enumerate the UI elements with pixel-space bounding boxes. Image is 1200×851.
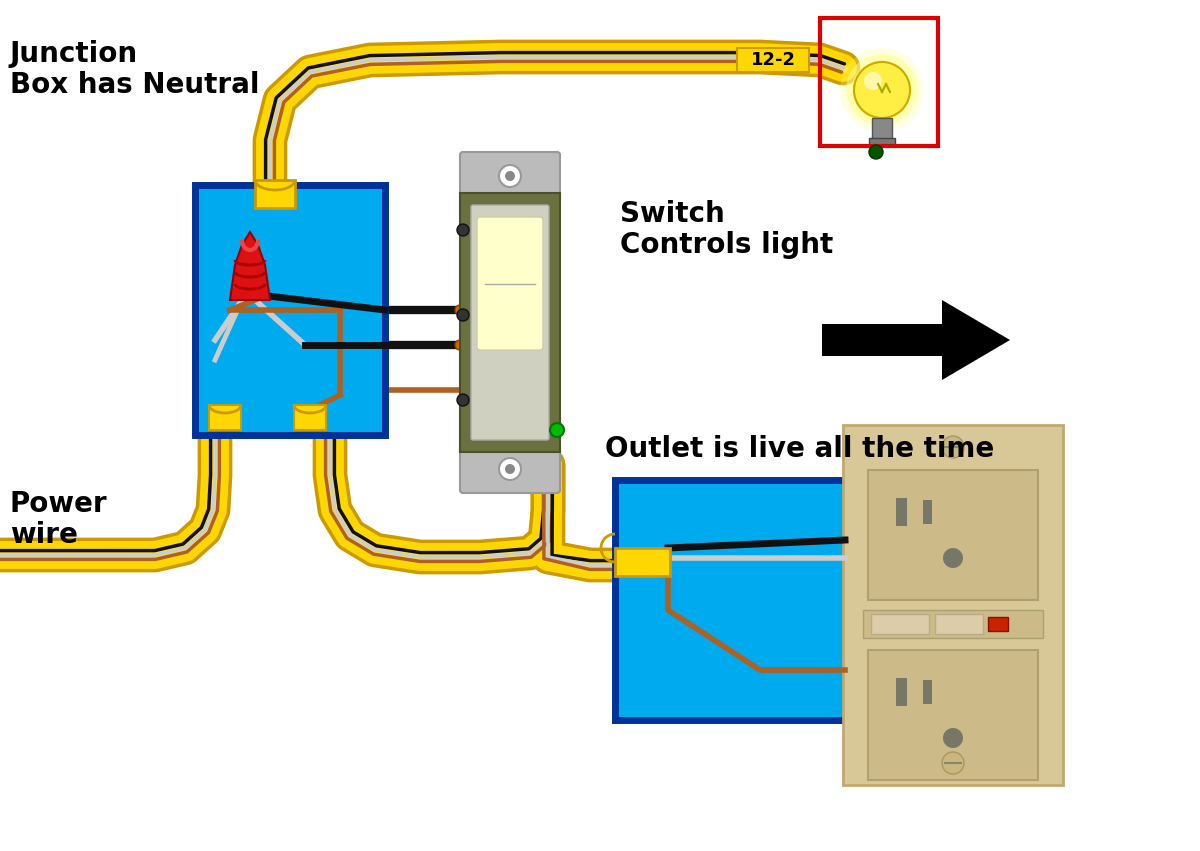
Bar (209, 405, 241, 430)
Bar (194, 185, 385, 435)
Circle shape (943, 548, 964, 568)
Text: Switch
Controls light: Switch Controls light (620, 200, 833, 260)
Circle shape (457, 224, 469, 236)
Text: 12-2: 12-2 (750, 51, 796, 69)
Bar (294, 405, 326, 430)
Circle shape (455, 305, 466, 315)
Bar (460, 193, 560, 452)
Circle shape (550, 423, 564, 437)
Circle shape (846, 54, 918, 126)
Circle shape (499, 458, 521, 480)
Circle shape (455, 340, 466, 350)
Circle shape (505, 171, 515, 181)
Circle shape (854, 62, 910, 118)
FancyBboxPatch shape (478, 217, 542, 350)
Circle shape (942, 436, 964, 458)
Circle shape (457, 309, 469, 321)
Circle shape (505, 464, 515, 474)
FancyBboxPatch shape (470, 205, 550, 440)
Circle shape (499, 165, 521, 187)
Bar (616, 480, 850, 720)
Bar (923, 500, 932, 524)
Bar (896, 678, 907, 706)
FancyBboxPatch shape (460, 152, 560, 200)
Bar (935, 614, 983, 634)
Text: Junction
Box has Neutral: Junction Box has Neutral (10, 40, 259, 100)
Bar (868, 470, 1038, 600)
Circle shape (852, 60, 912, 120)
Circle shape (840, 48, 924, 132)
Circle shape (943, 728, 964, 748)
Bar (868, 650, 1038, 780)
Circle shape (457, 394, 469, 406)
Bar (820, 18, 938, 146)
Circle shape (942, 752, 964, 774)
Bar (822, 324, 942, 356)
FancyBboxPatch shape (460, 445, 560, 493)
Bar (988, 617, 1008, 631)
Bar (872, 118, 892, 140)
Circle shape (864, 72, 882, 90)
Bar (256, 180, 295, 208)
Bar (863, 610, 1043, 638)
Text: Outlet is live all the time: Outlet is live all the time (605, 435, 995, 463)
Bar (737, 48, 809, 72)
Bar (871, 614, 929, 634)
Bar (869, 138, 895, 146)
Bar (616, 548, 670, 576)
Bar (896, 498, 907, 526)
Bar (923, 680, 932, 704)
Circle shape (869, 145, 883, 159)
Bar (842, 425, 1063, 785)
Circle shape (460, 385, 470, 395)
Polygon shape (230, 232, 270, 300)
Text: Power
wire: Power wire (10, 490, 108, 549)
Polygon shape (942, 300, 1010, 380)
